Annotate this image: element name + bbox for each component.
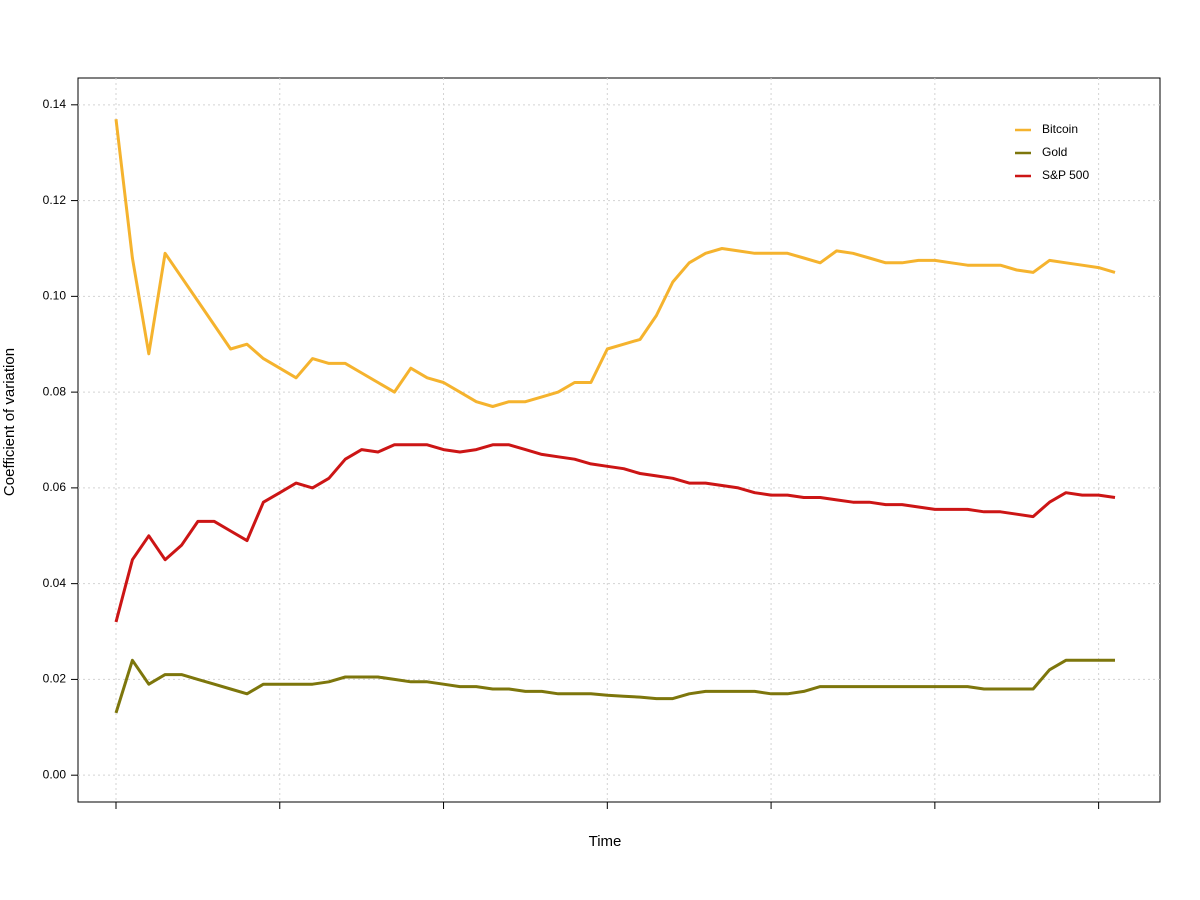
y-tick-label: 0.08 [43, 384, 67, 398]
y-tick-label: 0.14 [43, 97, 67, 111]
legend-label: Bitcoin [1042, 122, 1078, 136]
y-tick-label: 0.04 [43, 576, 67, 590]
series-line [114, 119, 1116, 408]
x-axis-title: Time [589, 833, 622, 850]
y-tick-label: 0.06 [43, 480, 67, 494]
plot-frame [77, 77, 1161, 803]
y-axis-title: Coefficient of variation [1, 348, 18, 496]
legend-label: Gold [1042, 145, 1067, 159]
y-tick-label: 0.02 [43, 672, 67, 686]
legend-label: S&P 500 [1042, 168, 1089, 182]
y-tick-label: 0.00 [43, 767, 67, 781]
y-tick-label: 0.12 [43, 193, 67, 207]
series-line [114, 443, 1116, 623]
y-tick-label: 0.10 [43, 289, 67, 303]
series-line [114, 658, 1115, 714]
